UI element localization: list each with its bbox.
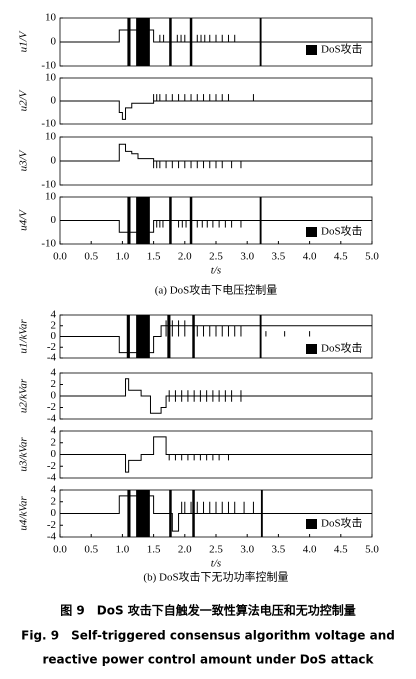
- figure-caption: Fig. 9 Self-triggered consensus algorith…: [21, 629, 395, 643]
- x-tick-label: 4.5: [334, 544, 348, 556]
- x-axis-label: t/s: [211, 558, 221, 570]
- y-tick-label: -10: [41, 179, 56, 191]
- dos-attack: [136, 197, 150, 244]
- dos-attack: [259, 315, 262, 358]
- y-tick-label: -2: [47, 460, 56, 472]
- y-axis-label: u2/V: [18, 89, 30, 111]
- dos-attack: [127, 197, 131, 244]
- legend-swatch: [306, 227, 317, 237]
- legend-swatch: [306, 519, 317, 529]
- y-tick-label: -4: [47, 413, 57, 425]
- y-tick-label: 0: [51, 155, 57, 167]
- dos-attack: [136, 18, 150, 66]
- x-tick-label: 0.5: [84, 251, 98, 263]
- x-tick-label: 2.5: [209, 251, 223, 263]
- figure-caption: 图 9 DoS 攻击下自触发一致性算法电压和无功控制量: [60, 603, 356, 618]
- y-tick-label: 0: [51, 214, 57, 226]
- y-tick-label: 10: [45, 12, 57, 24]
- signal-line: [60, 325, 372, 354]
- y-tick-label: 10: [45, 131, 57, 143]
- dos-attack: [127, 490, 131, 537]
- x-tick-label: 3.0: [240, 251, 254, 263]
- legend-label: DoS攻击: [321, 224, 363, 238]
- y-axis-label: u1/V: [18, 30, 30, 52]
- y-tick-label: -4: [47, 352, 57, 364]
- y-tick-label: -10: [41, 238, 56, 250]
- x-tick-label: 2.5: [209, 544, 223, 556]
- subcaption: (a) DoS攻击下电压控制量: [155, 283, 278, 297]
- legend-label: DoS攻击: [321, 341, 363, 355]
- y-tick-label: 4: [51, 425, 57, 437]
- x-tick-label: 5.0: [365, 544, 379, 556]
- dos-attack: [136, 490, 150, 537]
- x-axis-label: t/s: [211, 265, 221, 277]
- y-tick-label: -10: [41, 60, 56, 72]
- y-tick-label: -4: [47, 531, 57, 543]
- legend-label: DoS攻击: [321, 516, 363, 530]
- x-tick-label: 1.0: [116, 544, 130, 556]
- x-tick-label: 0.0: [53, 544, 67, 556]
- y-tick-label: 4: [51, 309, 57, 321]
- x-tick-label: 3.5: [272, 544, 286, 556]
- y-tick-label: -4: [47, 472, 57, 484]
- x-tick-label: 0.0: [53, 251, 67, 263]
- legend-swatch: [306, 344, 317, 354]
- signal-line: [60, 100, 372, 120]
- subcaption: (b) DoS攻击下无功功率控制量: [143, 570, 288, 584]
- x-tick-label: 2.0: [178, 251, 192, 263]
- y-tick-label: 10: [45, 191, 57, 203]
- y-tick-label: -2: [47, 341, 56, 353]
- figure-caption: reactive power control amount under DoS …: [42, 653, 374, 667]
- signal-line: [60, 436, 372, 473]
- signal-line: [60, 495, 372, 532]
- y-tick-label: 0: [51, 448, 57, 460]
- y-tick-label: -10: [41, 118, 56, 130]
- y-tick-label: 2: [51, 319, 57, 331]
- signal-line: [60, 29, 372, 43]
- signal-line: [60, 143, 372, 162]
- x-tick-label: 3.0: [240, 544, 254, 556]
- y-tick-label: -2: [47, 519, 56, 531]
- y-tick-label: 0: [51, 330, 57, 342]
- signal-line: [60, 220, 372, 233]
- signal-line: [60, 378, 372, 414]
- x-tick-label: 2.0: [178, 544, 192, 556]
- x-tick-label: 4.0: [303, 544, 317, 556]
- x-tick-label: 3.5: [272, 251, 286, 263]
- dos-attack: [192, 315, 195, 358]
- y-axis-label: u4/V: [18, 209, 30, 231]
- y-tick-label: 0: [51, 95, 57, 107]
- x-tick-label: 1.5: [147, 544, 161, 556]
- x-tick-label: 4.0: [303, 251, 317, 263]
- x-tick-label: 1.5: [147, 251, 161, 263]
- dos-attack: [126, 315, 130, 358]
- dos-attack: [127, 18, 131, 66]
- y-tick-label: 2: [51, 378, 57, 390]
- y-tick-label: -2: [47, 401, 56, 413]
- y-axis-label: u4/kVar: [18, 496, 30, 531]
- y-tick-label: 0: [51, 390, 57, 402]
- y-axis-label: u3/V: [18, 149, 30, 171]
- legend-label: DoS攻击: [321, 42, 363, 56]
- x-tick-label: 5.0: [365, 251, 379, 263]
- x-tick-label: 1.0: [116, 251, 130, 263]
- y-axis-label: u1/kVar: [18, 319, 30, 354]
- y-axis-label: u2/kVar: [18, 378, 30, 413]
- legend-swatch: [306, 45, 317, 55]
- dos-attack: [136, 315, 150, 358]
- y-tick-label: 0: [51, 36, 57, 48]
- y-tick-label: 10: [45, 72, 57, 84]
- y-tick-label: 0: [51, 507, 57, 519]
- y-axis-label: u3/kVar: [18, 437, 30, 472]
- dos-attack: [167, 315, 171, 358]
- y-tick-label: 2: [51, 495, 57, 507]
- y-tick-label: 4: [51, 367, 57, 379]
- y-tick-label: 2: [51, 436, 57, 448]
- x-tick-label: 0.5: [84, 544, 98, 556]
- x-tick-label: 4.5: [334, 251, 348, 263]
- y-tick-label: 4: [51, 484, 57, 496]
